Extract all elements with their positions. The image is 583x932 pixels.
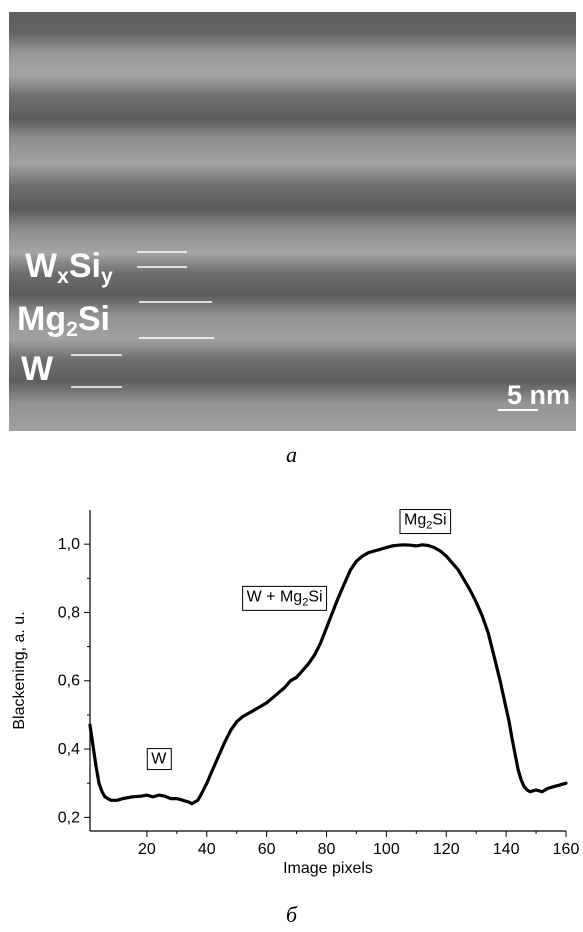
y-tick-label: 0,6 bbox=[58, 673, 80, 690]
blackening-line bbox=[88, 543, 568, 806]
scale-bar-label: 5 nm bbox=[506, 380, 570, 410]
y-tick-label: 0,8 bbox=[58, 604, 80, 621]
x-tick-label: 80 bbox=[318, 841, 336, 858]
micrograph-image bbox=[9, 12, 576, 431]
tem-micrograph: WxSiy Mg2Si W 5 nm bbox=[9, 12, 576, 431]
x-tick-label: 20 bbox=[138, 841, 156, 858]
x-tick-label: 60 bbox=[258, 841, 276, 858]
x-tick-label: 140 bbox=[493, 841, 520, 858]
caption-panel-a: a bbox=[286, 442, 297, 467]
y-tick-label: 0,2 bbox=[58, 809, 80, 826]
scale-bar bbox=[498, 409, 538, 411]
blackening-profile-chart: 20 40 60 80 100 120 140 160 0,2 0,4 0,6 0,8 1,0 W W +… bbox=[11, 509, 580, 877]
annotation-box-1: W bbox=[146, 748, 172, 771]
chart-series bbox=[88, 543, 568, 806]
annotation-box-2: W + Mg2Si bbox=[242, 585, 328, 611]
layer-marker-lines bbox=[71, 251, 214, 388]
annotation-text: Mg2Si bbox=[404, 512, 447, 532]
x-tick-label: 160 bbox=[553, 841, 580, 858]
y-tick-label: 1,0 bbox=[58, 536, 80, 553]
x-tick-label: 100 bbox=[373, 841, 400, 858]
x-tick-label: 40 bbox=[198, 841, 216, 858]
chart-ticks: 20 40 60 80 100 120 140 160 0,2 0,4 0,6 0,8 1,0 bbox=[58, 536, 580, 858]
x-axis-label: Image pixels bbox=[283, 860, 373, 877]
y-axis-label: Blackening, a. u. bbox=[11, 611, 28, 729]
label-w-layer: W bbox=[21, 350, 54, 388]
chart-axes bbox=[89, 510, 566, 832]
annotation-frame bbox=[146, 748, 172, 771]
caption-panel-b: б bbox=[285, 902, 298, 927]
y-tick-label: 0,4 bbox=[58, 741, 80, 758]
annotation-box-3: Mg2Si bbox=[399, 509, 452, 535]
x-tick-label: 120 bbox=[433, 841, 460, 858]
annotation-text: W bbox=[151, 751, 167, 768]
label-mg2si-layer: Mg2Si bbox=[17, 300, 110, 341]
annotation-text: W + Mg2Si bbox=[247, 588, 323, 608]
chart-annotations: W W + Mg2Si Mg2Si bbox=[146, 509, 452, 771]
annotation-frame bbox=[399, 509, 452, 535]
label-wxsiy-layer: WxSiy bbox=[25, 247, 113, 288]
annotation-frame bbox=[242, 585, 328, 611]
